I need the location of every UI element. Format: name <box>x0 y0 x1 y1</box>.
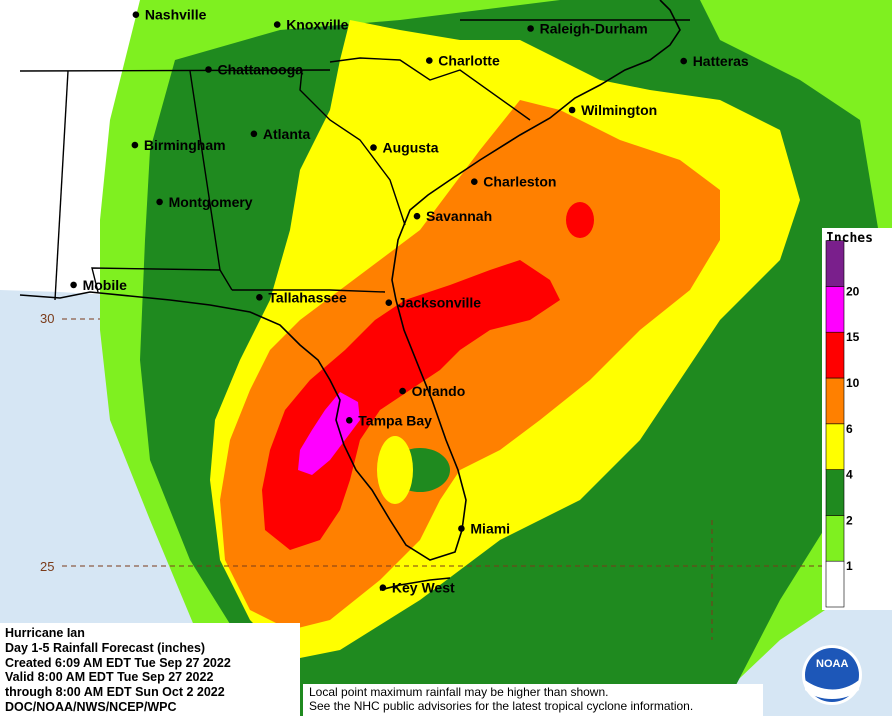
south-florida-yellow <box>377 436 413 504</box>
city-dot-charlotte <box>426 57 433 64</box>
city-label-atlanta: Atlanta <box>263 126 311 142</box>
city-label-montgomery: Montgomery <box>169 194 253 210</box>
legend-value-20: 20 <box>846 284 860 298</box>
latitude-label-30: 30 <box>40 311 54 326</box>
legend-swatch-2 <box>825 515 845 562</box>
city-label-raleigh-durham: Raleigh-Durham <box>540 21 648 37</box>
state-boundaries <box>19 19 690 301</box>
city-label-tampa-bay: Tampa Bay <box>358 412 432 428</box>
city-dot-tampa-bay <box>346 417 353 424</box>
city-dot-mobile <box>70 281 77 289</box>
source-agencies: DOC/NOAA/NWS/NCEP/WPC <box>5 699 177 714</box>
legend-value-10: 10 <box>846 376 860 390</box>
city-dot-atlanta <box>250 130 258 138</box>
city-label-mobile: Mobile <box>83 277 128 293</box>
rain-band-6-10 <box>220 100 720 630</box>
city-dot-montgomery <box>156 198 163 206</box>
rain-cell-offshore <box>566 202 594 238</box>
city-label-savannah: Savannah <box>426 208 492 224</box>
disclaimer-box: Local point maximum rainfall may be high… <box>303 684 763 716</box>
storm-name: Hurricane Ian <box>5 626 85 640</box>
legend-value-6: 6 <box>846 422 853 436</box>
city-dot-key-west <box>379 584 387 591</box>
legend-swatch-3 <box>825 469 845 516</box>
city-label-miami: Miami <box>470 521 510 537</box>
forecast-info-box: Hurricane Ian Day 1-5 Rainfall Forecast … <box>0 623 300 716</box>
city-label-wilmington: Wilmington <box>581 102 657 118</box>
city-dot-birmingham <box>131 141 139 149</box>
legend-value-1: 1 <box>846 559 853 573</box>
legend-swatch-5 <box>825 377 845 425</box>
legend-swatch-1 <box>825 560 845 608</box>
legend-value-2: 2 <box>846 513 853 527</box>
city-dot-raleigh-durham <box>527 25 534 32</box>
city-dot-tallahassee <box>256 294 263 301</box>
city-label-orlando: Orlando <box>412 383 466 399</box>
city-label-hatteras: Hatteras <box>693 53 749 69</box>
city-dot-chattanooga <box>205 66 212 73</box>
city-dot-knoxville <box>273 21 281 28</box>
created-time: Created 6:09 AM EDT Tue Sep 27 2022 <box>5 655 231 670</box>
city-dot-savannah <box>413 212 421 220</box>
legend-swatch-8 <box>825 240 845 287</box>
forecast-description: Day 1-5 Rainfall Forecast (inches) <box>5 640 206 655</box>
city-dot-wilmington <box>568 106 576 114</box>
city-label-chattanooga: Chattanooga <box>218 62 304 78</box>
city-label-key-west: Key West <box>392 580 455 596</box>
city-dot-augusta <box>370 144 377 151</box>
city-label-nashville: Nashville <box>145 7 207 23</box>
city-label-augusta: Augusta <box>383 140 439 156</box>
city-label-jacksonville: Jacksonville <box>398 295 481 311</box>
city-markers: Nashville Knoxville Raleigh-Durham Hatteras… <box>70 7 749 596</box>
city-dot-hatteras <box>680 57 687 65</box>
city-label-knoxville: Knoxville <box>286 17 348 33</box>
legend-value-4: 4 <box>846 468 853 482</box>
latitude-label-25: 25 <box>40 559 54 574</box>
legend-swatch-7 <box>825 286 845 333</box>
city-dot-nashville <box>132 11 140 18</box>
city-dot-charleston <box>471 178 478 185</box>
noaa-logo: NOAA <box>802 645 862 705</box>
city-label-charleston: Charleston <box>483 174 556 190</box>
city-label-tallahassee: Tallahassee <box>268 289 347 305</box>
legend-bins: 1 2 4 6 10 15 20 <box>825 240 860 608</box>
legend-swatch-4 <box>825 423 845 470</box>
rain-band-10-15 <box>262 260 560 550</box>
coastline <box>19 0 681 591</box>
city-dot-miami <box>458 525 465 532</box>
rain-band-15-20 <box>298 392 360 475</box>
disclaimer-line-1: Local point maximum rainfall may be high… <box>309 685 609 699</box>
disclaimer-line-2: See the NHC public advisories for the la… <box>309 699 694 713</box>
valid-end: through 8:00 AM EDT Sun Oct 2 2022 <box>5 685 225 700</box>
svg-text:NOAA: NOAA <box>816 658 848 670</box>
city-dot-jacksonville <box>385 299 393 307</box>
legend-value-15: 15 <box>846 330 860 344</box>
city-dot-orlando <box>399 387 406 395</box>
city-label-charlotte: Charlotte <box>438 53 500 69</box>
city-label-birmingham: Birmingham <box>144 137 226 153</box>
graticule <box>62 318 890 640</box>
valid-start: Valid 8:00 AM EDT Tue Sep 27 2022 <box>5 670 214 685</box>
legend-swatch-6 <box>825 331 845 379</box>
